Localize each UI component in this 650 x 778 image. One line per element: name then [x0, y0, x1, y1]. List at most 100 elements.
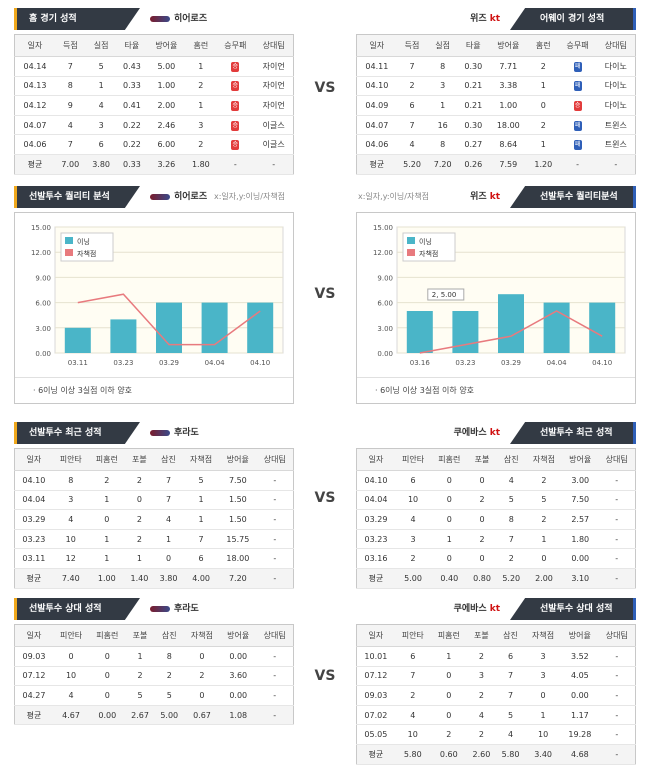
table-cell: 7 — [495, 666, 526, 687]
y-tick-label: 3.00 — [377, 325, 393, 333]
x-tick-label: 04.04 — [547, 359, 568, 367]
tooltip-text: 2, 5.00 — [432, 291, 457, 299]
table-cell: 3 — [185, 115, 217, 136]
table-cell: 0.00 — [220, 685, 257, 706]
table-cell: 2 — [124, 509, 154, 530]
bar — [247, 302, 274, 353]
table-row: 04.04 10 0 2 5 5 7.50- — [356, 490, 636, 511]
versus-left-panel: 선발투수 상대 성적 후라도 일자 피안타 피홈런 포볼 삼진 자책점 방어율 상대팀 09.0… — [14, 598, 294, 726]
versus-left-pitcher: 후라도 — [150, 598, 199, 620]
column-header: 일자 — [14, 448, 53, 471]
average-cell: 평균 — [14, 705, 53, 726]
column-header: 삼진 — [154, 624, 184, 647]
average-cell: 2.00 — [525, 568, 563, 589]
table-cell: 7 — [396, 115, 428, 136]
column-header: 피안타 — [52, 448, 89, 471]
table-cell: 1 — [185, 95, 217, 116]
column-header: 일자 — [356, 624, 395, 647]
table-cell: 0 — [183, 685, 221, 706]
quality-left-team-label: 히어로즈 — [174, 192, 208, 202]
table-cell: 패 — [558, 134, 597, 155]
column-header: 득점 — [54, 34, 86, 57]
quality-right-panel: x:일자,y:이닝/자책점 위즈 kt 선발투수 퀄리티분석 0.00 3.00 6.… — [356, 186, 636, 406]
column-header: 홈런 — [185, 34, 217, 57]
table-cell: 2.57 — [562, 509, 599, 530]
average-cell: 5.80 — [394, 744, 431, 765]
table-header-row: 일자 피안타 피홈런 포볼 삼진 자책점 방어율 상대팀 — [356, 624, 636, 647]
table-cell: 7.50 — [219, 470, 257, 491]
quality-right-chart: 0.00 3.00 6.00 9.00 12.00 15.00 03.16 03.23 03.2… — [356, 212, 636, 404]
table-cell: 2 — [496, 548, 526, 569]
table-cell: 2 — [183, 666, 221, 687]
table-cell: 6 — [396, 95, 428, 116]
y-tick-label: 3.00 — [35, 325, 51, 333]
average-cell: 3.26 — [147, 154, 186, 175]
heroes-logo-icon — [150, 429, 170, 436]
average-cell: 평균 — [14, 154, 55, 175]
table-cell: 승 — [216, 95, 255, 116]
average-cell: 2.60 — [466, 744, 496, 765]
table-cell: 1 — [153, 529, 184, 550]
table-cell: 6 — [394, 470, 432, 491]
legend-label: 자책점 — [77, 249, 96, 258]
average-cell: 0.40 — [431, 568, 468, 589]
table-cell: 9 — [54, 95, 86, 116]
table-cell: 패 — [558, 115, 597, 136]
table-cell: 0 — [431, 509, 468, 530]
table-cell: 2 — [466, 685, 496, 706]
home-team-label: 히어로즈 — [174, 14, 208, 24]
table-cell: 2 — [525, 470, 563, 491]
table-row: 09.03 2 0 2 7 0 0.00- — [356, 685, 636, 706]
column-header: 상대팀 — [598, 624, 636, 647]
table-cell: 18.00 — [488, 115, 528, 136]
x-tick-label: 04.10 — [250, 359, 270, 367]
table-cell: 1 — [431, 529, 468, 550]
table-cell: 트윈스 — [596, 115, 636, 136]
table-cell: 1 — [124, 548, 154, 569]
recent-right-header: 쿠에바스 kt 선발투수 최근 성적 — [356, 422, 636, 444]
quality-right-header: x:일자,y:이닝/자책점 위즈 kt 선발투수 퀄리티분석 — [356, 186, 636, 208]
table-cell: 6 — [85, 134, 117, 155]
table-cell: 4 — [52, 685, 90, 706]
win-badge: 승 — [231, 100, 240, 111]
x-tick-label: 03.16 — [410, 359, 431, 367]
table-row: 04.10 8 2 2 7 5 7.50- — [14, 470, 294, 491]
x-tick-label: 03.29 — [159, 359, 179, 367]
table-row: 04.09 6 1 0.21 1.00 0 승 다이노 — [356, 95, 636, 116]
table-cell: 04.10 — [14, 470, 53, 491]
table-cell: 자이언 — [254, 95, 294, 116]
column-header: 피안타 — [394, 448, 432, 471]
vs-label: VS — [314, 286, 336, 302]
table-row: 04.27 4 0 5 5 0 0.00- — [14, 685, 294, 706]
table-cell: 03.16 — [356, 548, 395, 569]
table-cell: 2.46 — [147, 115, 186, 136]
table-cell: 5 — [496, 490, 526, 511]
column-header: 피홈런 — [88, 448, 125, 471]
column-header: 일자 — [14, 624, 53, 647]
column-header: 삼진 — [153, 448, 184, 471]
table-cell: 1 — [125, 646, 155, 667]
away-team-name: 위즈 kt — [470, 8, 500, 30]
table-cell: 1.50 — [219, 490, 257, 511]
table-cell: 2 — [527, 56, 559, 77]
average-cell: 5.80 — [495, 744, 526, 765]
column-header: 일자 — [356, 448, 395, 471]
table-cell: 0 — [431, 490, 468, 511]
table-cell: 2 — [430, 724, 467, 745]
table-cell: 0.30 — [457, 115, 489, 136]
win-badge: 승 — [231, 61, 240, 72]
y-tick-label: 9.00 — [35, 274, 51, 282]
average-cell: 0.00 — [89, 705, 126, 726]
table-cell: 6 — [495, 646, 526, 667]
bar — [498, 294, 524, 353]
table-row: 04.14 7 5 0.43 5.00 1 승 자이언 — [14, 56, 294, 77]
table-cell: 2 — [527, 115, 559, 136]
table-cell: 04.14 — [14, 56, 55, 77]
table-cell: 04.10 — [356, 76, 397, 97]
table-cell: 1 — [88, 548, 125, 569]
table-row: 04.12 9 4 0.41 2.00 1 승 자이언 — [14, 95, 294, 116]
column-header: 상대팀 — [256, 448, 294, 471]
heroes-logo-icon — [150, 605, 170, 612]
column-header: 득점 — [396, 34, 428, 57]
average-cell: - — [598, 568, 636, 589]
